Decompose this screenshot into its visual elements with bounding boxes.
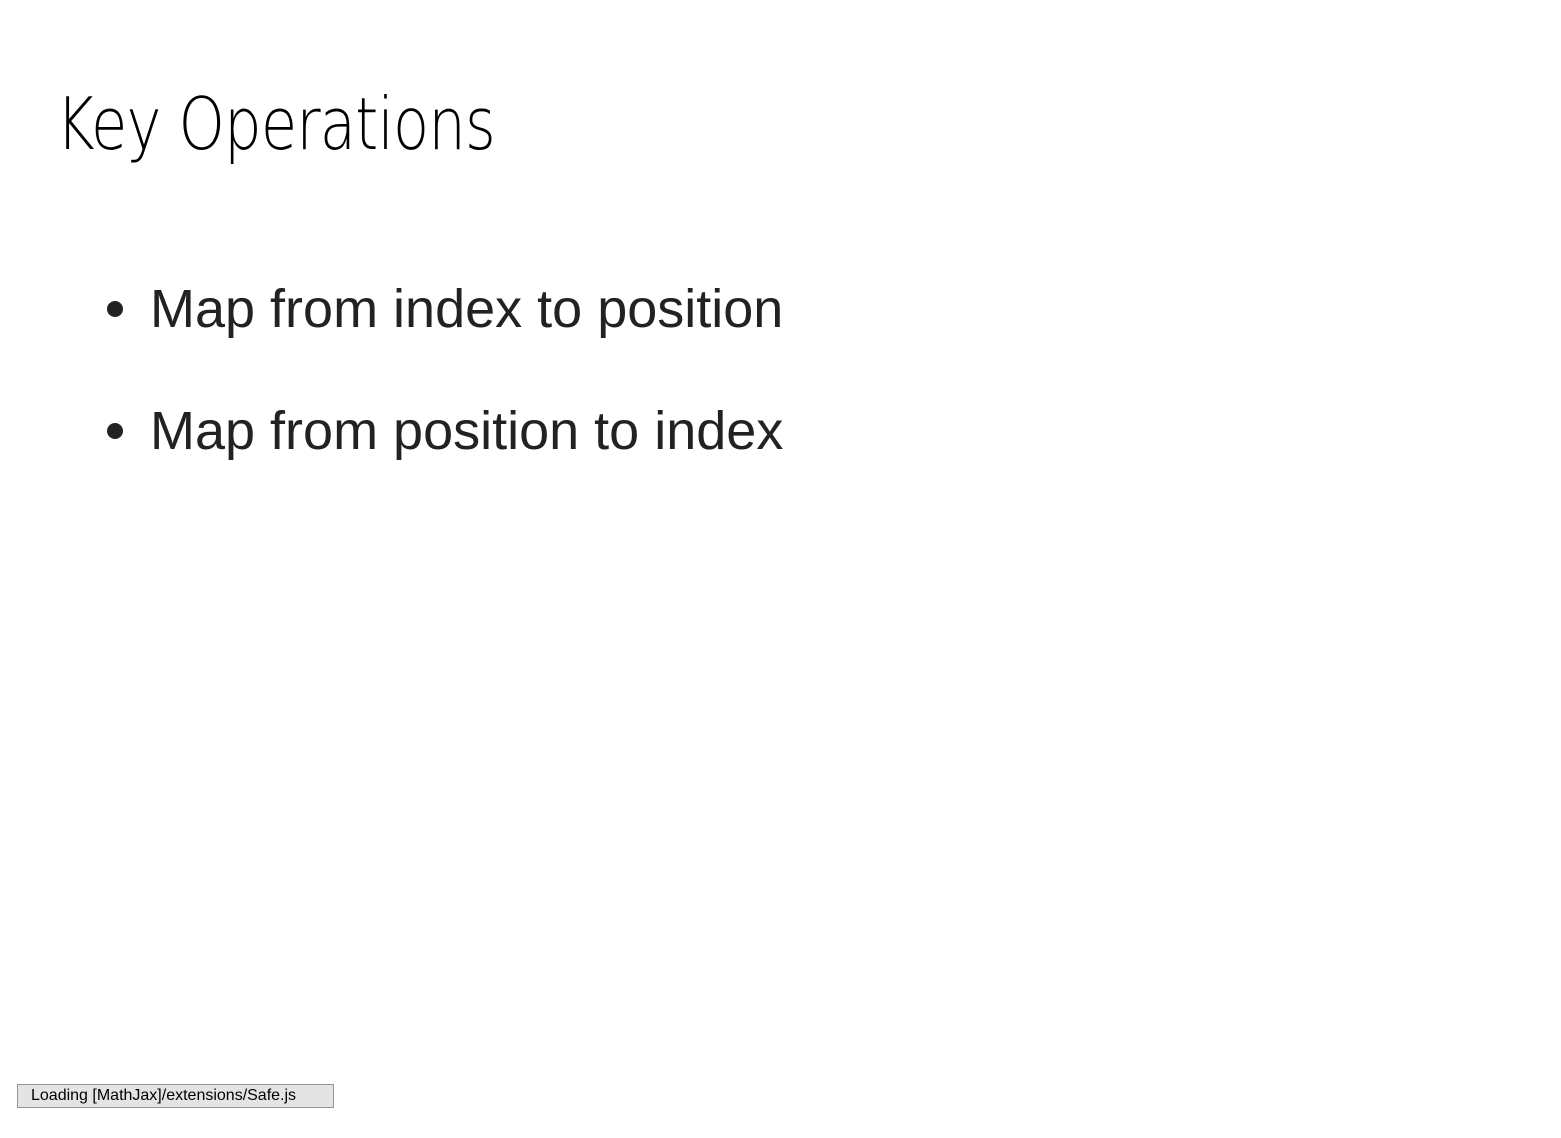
slide-title: Key Operations bbox=[56, 82, 496, 166]
bullet-text: Map from index to position bbox=[150, 279, 784, 339]
bullet-text: Map from position to index bbox=[150, 401, 784, 461]
list-item: Map from index to position bbox=[104, 268, 783, 350]
bullet-list: Map from index to position Map from posi… bbox=[104, 268, 783, 512]
mathjax-loading-status: Loading [MathJax]/extensions/Safe.js bbox=[17, 1084, 334, 1108]
list-item: Map from position to index bbox=[104, 390, 783, 472]
bullet-icon bbox=[107, 423, 123, 439]
bullet-icon bbox=[107, 301, 123, 317]
